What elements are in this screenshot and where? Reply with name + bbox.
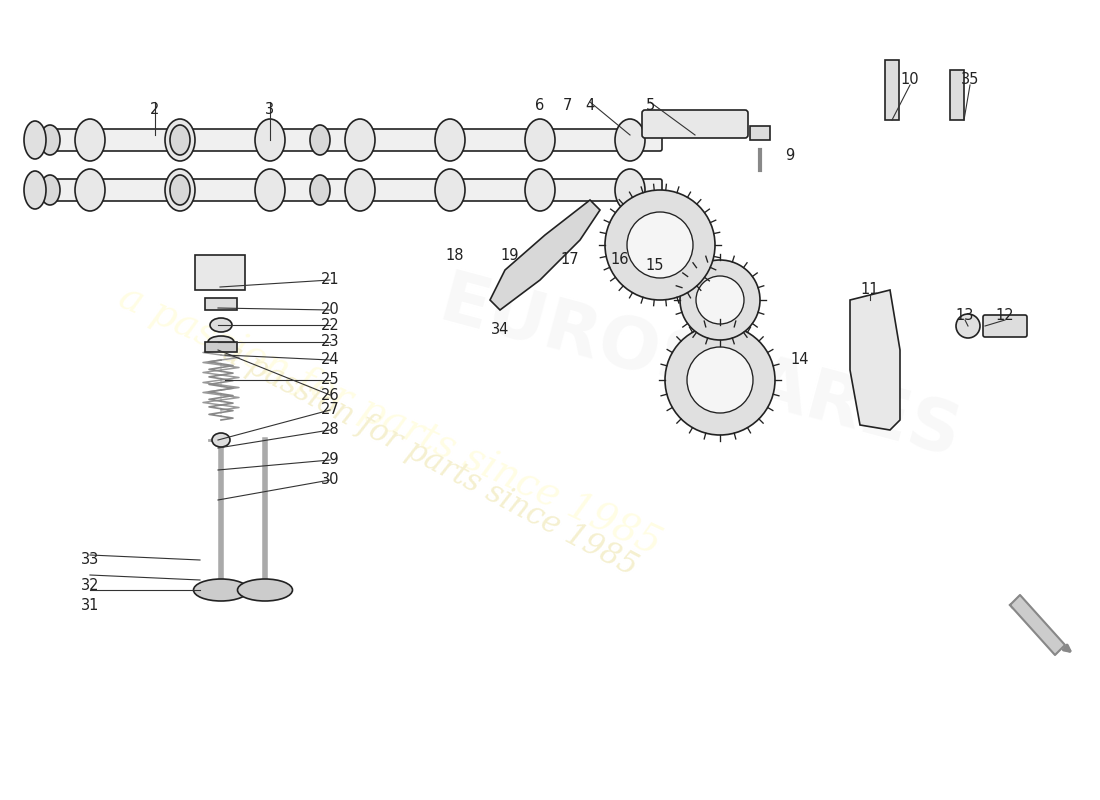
Ellipse shape: [210, 318, 232, 332]
Text: 19: 19: [500, 247, 519, 262]
Text: a passion for parts since 1985: a passion for parts since 1985: [113, 278, 667, 562]
Text: 26: 26: [321, 387, 339, 402]
Ellipse shape: [212, 433, 230, 447]
Text: 13: 13: [956, 307, 975, 322]
Text: 33: 33: [81, 553, 99, 567]
Text: 28: 28: [321, 422, 339, 438]
Text: 3: 3: [265, 102, 275, 118]
Ellipse shape: [170, 175, 190, 205]
Text: 9: 9: [785, 147, 794, 162]
Text: 17: 17: [561, 253, 580, 267]
Ellipse shape: [165, 169, 195, 211]
Text: 30: 30: [321, 473, 339, 487]
Bar: [886, 60, 899, 120]
Ellipse shape: [615, 169, 645, 211]
Ellipse shape: [170, 125, 190, 155]
Bar: [205, 342, 236, 352]
Text: 20: 20: [320, 302, 340, 318]
Text: 27: 27: [320, 402, 340, 418]
Text: 5: 5: [646, 98, 654, 113]
Ellipse shape: [525, 169, 556, 211]
Ellipse shape: [24, 171, 46, 209]
Text: 22: 22: [320, 318, 340, 333]
Text: 16: 16: [610, 253, 629, 267]
Text: 2: 2: [151, 102, 160, 118]
Text: 32: 32: [80, 578, 99, 593]
Circle shape: [627, 212, 693, 278]
Text: 7: 7: [562, 98, 572, 113]
Circle shape: [666, 325, 776, 435]
Ellipse shape: [208, 336, 234, 348]
Text: EUROSPARES: EUROSPARES: [432, 267, 968, 473]
Ellipse shape: [310, 175, 330, 205]
Ellipse shape: [345, 169, 375, 211]
Text: 34: 34: [491, 322, 509, 338]
Text: a passion for parts since 1985: a passion for parts since 1985: [217, 337, 642, 583]
Text: 21: 21: [321, 273, 339, 287]
Text: 18: 18: [446, 247, 464, 262]
Polygon shape: [1010, 595, 1065, 655]
Ellipse shape: [434, 119, 465, 161]
Ellipse shape: [24, 121, 46, 159]
Ellipse shape: [75, 169, 104, 211]
Ellipse shape: [255, 119, 285, 161]
Polygon shape: [490, 200, 600, 310]
Ellipse shape: [615, 119, 645, 161]
Ellipse shape: [525, 119, 556, 161]
FancyBboxPatch shape: [28, 129, 662, 151]
Ellipse shape: [238, 579, 293, 601]
FancyBboxPatch shape: [28, 179, 662, 201]
Circle shape: [605, 190, 715, 300]
Circle shape: [680, 260, 760, 340]
Ellipse shape: [75, 119, 104, 161]
Ellipse shape: [40, 125, 60, 155]
Text: 25: 25: [321, 373, 339, 387]
Text: 24: 24: [321, 353, 339, 367]
Text: 6: 6: [536, 98, 544, 113]
Bar: [950, 70, 964, 120]
Ellipse shape: [345, 119, 375, 161]
Circle shape: [956, 314, 980, 338]
Text: 10: 10: [901, 73, 920, 87]
Bar: [205, 298, 236, 310]
Text: 29: 29: [321, 453, 339, 467]
Ellipse shape: [255, 169, 285, 211]
Polygon shape: [850, 290, 900, 430]
Circle shape: [688, 347, 754, 413]
Text: 31: 31: [80, 598, 99, 613]
FancyBboxPatch shape: [983, 315, 1027, 337]
Ellipse shape: [434, 169, 465, 211]
Bar: [750, 126, 770, 140]
Text: 11: 11: [860, 282, 879, 298]
Circle shape: [696, 276, 744, 324]
Ellipse shape: [310, 125, 330, 155]
Text: 4: 4: [585, 98, 595, 113]
Text: 15: 15: [646, 258, 664, 273]
Ellipse shape: [40, 175, 60, 205]
Ellipse shape: [165, 119, 195, 161]
Text: 14: 14: [791, 353, 810, 367]
FancyBboxPatch shape: [642, 110, 748, 138]
Text: 12: 12: [996, 307, 1014, 322]
Text: 23: 23: [321, 334, 339, 350]
Text: 35: 35: [960, 73, 979, 87]
Bar: [195, 255, 245, 290]
Ellipse shape: [194, 579, 249, 601]
